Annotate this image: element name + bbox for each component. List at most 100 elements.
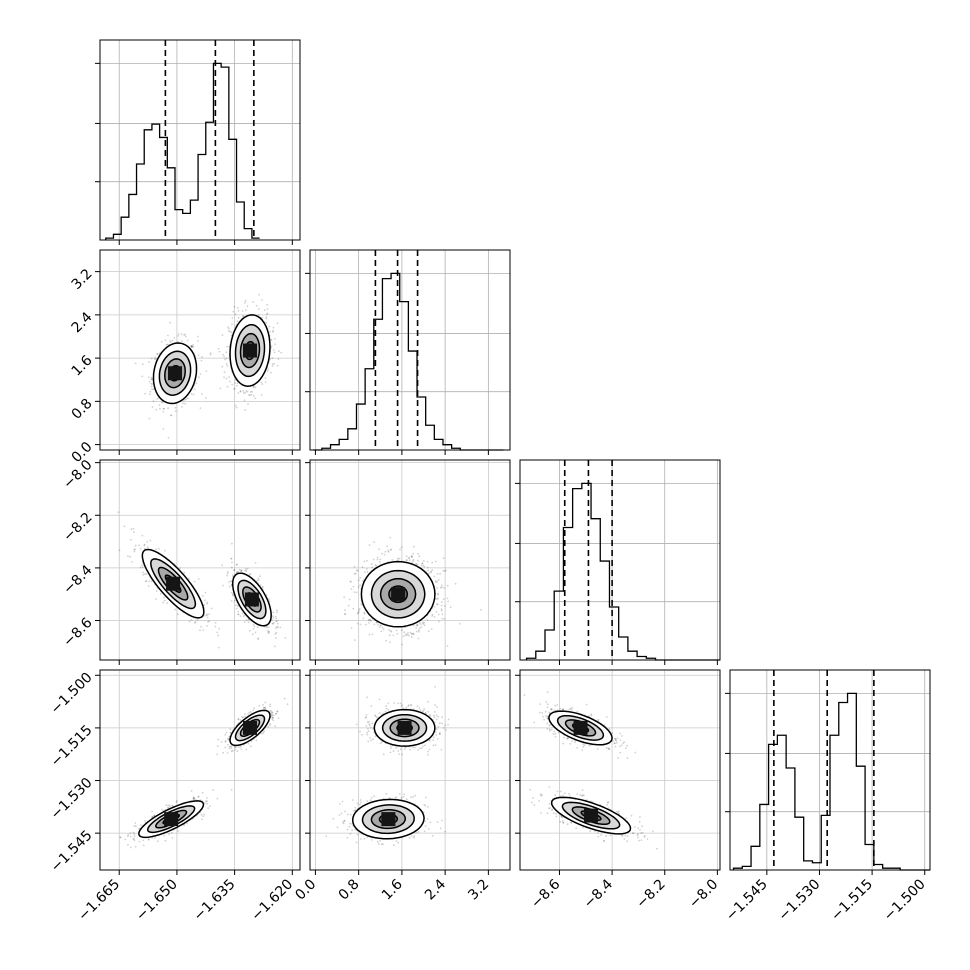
sample-point: [234, 387, 236, 390]
sample-point: [421, 562, 424, 565]
sample-point: [150, 382, 153, 385]
sample-point: [441, 613, 444, 615]
sample-point: [255, 304, 258, 307]
sample-point: [423, 624, 426, 627]
sample-point: [143, 544, 146, 547]
sample-point: [261, 586, 264, 589]
sample-point: [131, 561, 133, 563]
sample-point: [205, 800, 207, 803]
sample-point: [388, 634, 391, 637]
sample-point: [434, 560, 437, 563]
sample-point: [218, 627, 221, 630]
sample-point: [266, 626, 268, 628]
sample-point: [408, 557, 411, 559]
sample-point: [129, 555, 132, 558]
sample-point: [265, 316, 267, 319]
sample-point: [382, 628, 385, 631]
sample-point: [164, 339, 167, 341]
sample-point: [246, 390, 249, 393]
sample-point: [233, 569, 235, 572]
sample-point: [193, 797, 196, 799]
sample-point: [190, 345, 193, 348]
sample-point: [378, 626, 381, 629]
sample-point: [147, 838, 150, 841]
sample-point: [371, 566, 373, 569]
grid-lines: [730, 670, 930, 870]
sample-point: [427, 569, 429, 572]
sample-point: [353, 591, 356, 593]
sample-point: [129, 538, 132, 541]
sample-point: [252, 623, 255, 626]
sample-point: [275, 617, 278, 620]
sample-point: [221, 365, 224, 368]
sample-point: [151, 815, 154, 818]
sample-point: [367, 622, 370, 624]
sample-point: [416, 623, 419, 626]
sample-point: [205, 614, 208, 617]
sample-point: [227, 326, 230, 328]
sample-point: [134, 548, 137, 551]
sample-point: [186, 822, 188, 825]
sample-point: [227, 571, 229, 573]
sample-point: [344, 613, 346, 616]
sample-point: [217, 646, 220, 649]
sample-point: [250, 393, 253, 396]
sample-point: [228, 376, 230, 378]
sample-point: [413, 545, 415, 548]
sample-point: [426, 619, 429, 621]
sample-point: [234, 313, 237, 316]
sample-point: [273, 645, 276, 648]
sample-point: [231, 323, 233, 326]
sample-point: [353, 572, 356, 575]
sample-point: [436, 603, 439, 606]
sample-point: [244, 392, 247, 394]
scatter-panel-0-2: [95, 459, 301, 665]
sample-point: [387, 551, 390, 553]
sample-point: [240, 569, 243, 572]
sample-point: [143, 547, 146, 550]
sample-point: [437, 578, 440, 581]
sample-point: [150, 357, 153, 360]
sample-point: [412, 624, 415, 627]
histogram-step-line: [313, 272, 504, 451]
sample-point: [123, 525, 126, 528]
sample-point: [203, 604, 206, 606]
sample-point: [253, 395, 255, 397]
sample-point: [437, 593, 439, 596]
sample-point: [181, 406, 183, 408]
sample-point: [271, 622, 274, 625]
sample-point: [356, 612, 359, 614]
sample-point: [365, 568, 368, 570]
sample-point: [411, 556, 413, 559]
sample-point: [158, 352, 161, 355]
histogram-step-line: [732, 692, 930, 871]
sample-point: [266, 303, 268, 306]
sample-point: [268, 631, 271, 634]
sample-point: [227, 327, 230, 330]
sample-point: [398, 557, 401, 560]
sample-point: [152, 400, 155, 403]
sample-point: [155, 548, 158, 551]
sample-point: [257, 638, 259, 640]
sample-point: [225, 377, 228, 380]
sample-point: [192, 797, 195, 800]
sample-point: [221, 334, 224, 337]
sample-point: [374, 564, 377, 566]
sample-point: [235, 607, 238, 610]
density-core: [244, 592, 259, 607]
sample-point: [373, 541, 375, 544]
sample-point: [257, 579, 260, 581]
sample-point: [280, 351, 283, 354]
sample-point: [237, 613, 240, 616]
sample-point: [240, 569, 243, 572]
sample-point: [168, 833, 170, 835]
sample-point: [241, 612, 244, 615]
sample-point: [171, 837, 174, 839]
sample-point: [408, 634, 410, 637]
sample-point: [192, 346, 195, 348]
sample-point: [269, 330, 271, 333]
sample-point: [190, 344, 192, 347]
sample-point: [156, 353, 159, 355]
sample-point: [217, 634, 220, 637]
sample-point: [193, 580, 196, 583]
